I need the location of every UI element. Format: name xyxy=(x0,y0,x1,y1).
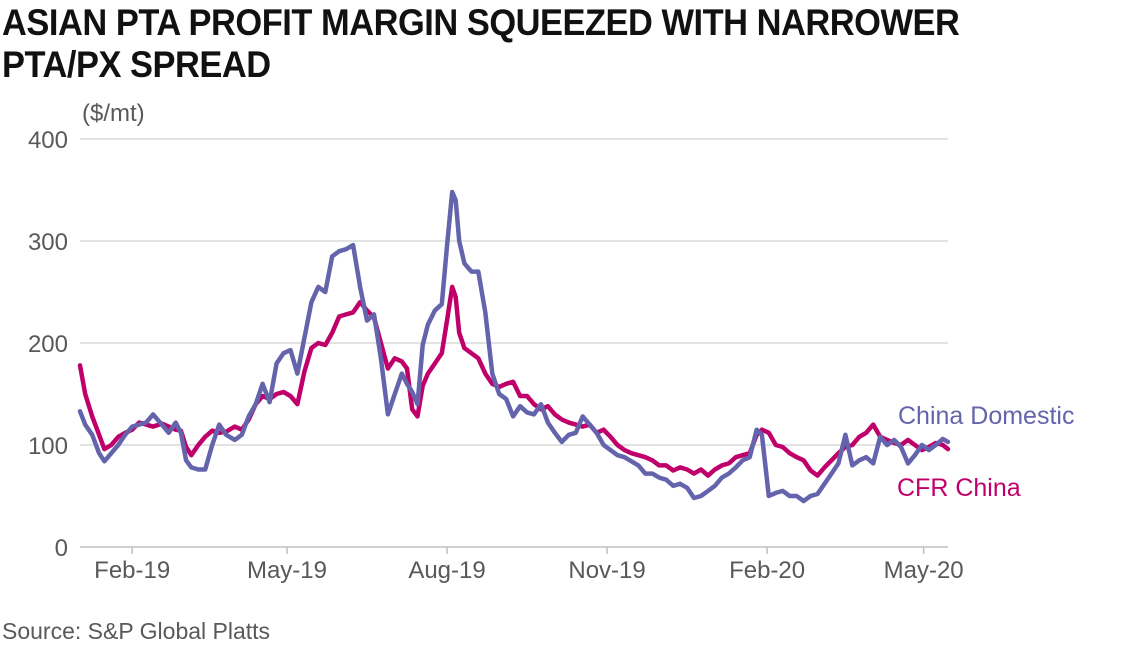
series-label-cfr-china: CFR China xyxy=(897,474,1021,502)
x-tick-label: Aug-19 xyxy=(408,557,485,584)
y-tick-label: 200 xyxy=(28,331,68,358)
x-axis: Feb-19 May-19 Aug-19 Nov-19 Feb-20 May-20 xyxy=(94,547,964,584)
y-tick-label: 400 xyxy=(28,127,68,154)
x-tick-label: Feb-19 xyxy=(94,557,170,584)
y-tick-label: 0 xyxy=(55,535,68,562)
x-tick-label: May-19 xyxy=(247,557,327,584)
y-tick-label: 100 xyxy=(28,433,68,460)
x-tick-label: May-20 xyxy=(884,557,964,584)
series-labels: CFR China China Domestic xyxy=(897,402,1074,502)
source-note: Source: S&P Global Platts xyxy=(2,618,271,644)
series-label-china-domestic: China Domestic xyxy=(898,402,1074,430)
series-lines xyxy=(77,189,951,504)
x-tick-label: Feb-20 xyxy=(729,557,805,584)
x-tick-label: Nov-19 xyxy=(568,557,645,584)
chart-title: ASIAN PTA PROFIT MARGIN SQUEEZED WITH NA… xyxy=(2,2,960,85)
y-unit-label: ($/mt) xyxy=(82,100,145,127)
y-tick-label: 300 xyxy=(28,229,68,256)
series-line-china-domestic xyxy=(77,189,951,504)
gridlines xyxy=(80,138,948,548)
y-axis: 0 100 200 300 400 xyxy=(28,127,68,562)
